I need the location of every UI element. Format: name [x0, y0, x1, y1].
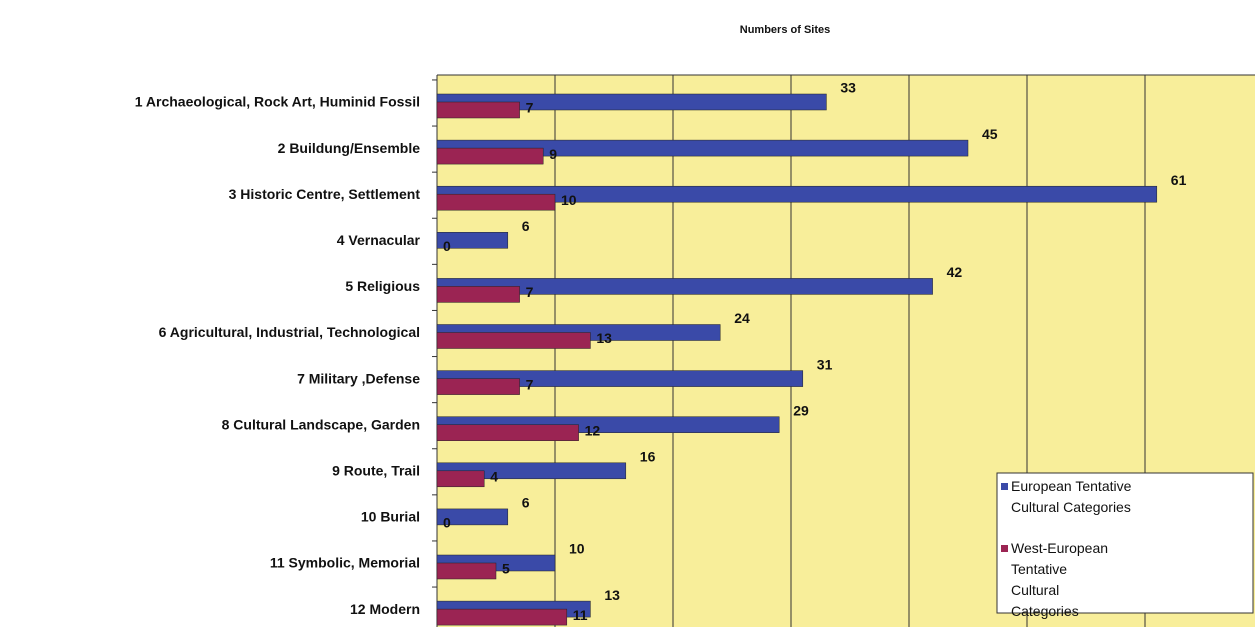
value-label: 42: [947, 264, 963, 280]
category-label: 5 Religious: [345, 278, 420, 294]
value-label: 4: [490, 469, 498, 485]
bar: [436, 193, 556, 211]
value-label: 13: [596, 330, 612, 346]
value-label: 6: [522, 218, 530, 234]
value-label: 0: [443, 515, 451, 531]
legend-swatch: [1001, 545, 1008, 552]
category-label: 10 Burial: [361, 509, 420, 525]
value-label: 7: [526, 376, 534, 392]
category-label: 1 Archaeological, Rock Art, Huminid Foss…: [135, 94, 420, 110]
category-label: 6 Agricultural, Industrial, Technologica…: [159, 324, 420, 340]
bar: [436, 608, 568, 626]
value-label: 11: [573, 607, 588, 623]
value-label: 45: [982, 126, 998, 142]
category-label: 8 Cultural Landscape, Garden: [222, 416, 420, 432]
value-label: 29: [793, 402, 809, 418]
category-label: 9 Route, Trail: [332, 463, 420, 479]
value-label: 10: [569, 541, 585, 557]
chart-title: Numbers of Sites: [740, 24, 830, 36]
bar: [436, 508, 509, 526]
category-label: 3 Historic Centre, Settlement: [229, 186, 421, 202]
value-label: 7: [526, 284, 534, 300]
bar: [436, 562, 497, 580]
bar: [436, 286, 520, 303]
category-label: 2 Buildung/Ensemble: [278, 140, 421, 156]
legend-box: [996, 472, 1254, 614]
value-label: 16: [640, 449, 656, 465]
value-label: 0: [443, 238, 451, 254]
value-label: 24: [734, 310, 750, 326]
bar: [436, 332, 591, 349]
value-label: 10: [561, 192, 577, 208]
category-label: 12 Modern: [350, 601, 420, 617]
category-label: 4 Vernacular: [337, 232, 421, 248]
bar: [436, 147, 544, 165]
bar: [436, 101, 520, 119]
value-label: 31: [817, 356, 833, 372]
value-label: 61: [1171, 172, 1187, 188]
bar: [436, 470, 485, 488]
value-label: 9: [549, 146, 557, 162]
legend-label: West-European Tentative Cultural Categories: [1011, 540, 1108, 619]
value-label: 7: [526, 100, 534, 116]
category-label: 11 Symbolic, Memorial: [270, 555, 420, 571]
bar: [436, 424, 579, 441]
category-label: 7 Military ,Defense: [297, 370, 420, 386]
value-label: 13: [604, 587, 620, 603]
value-label: 5: [502, 561, 510, 577]
value-label: 33: [840, 80, 856, 96]
legend-swatch: [1001, 483, 1008, 490]
bar: [436, 232, 509, 249]
legend-label: European Tentative Cultural Categories: [1011, 478, 1132, 515]
bar: [436, 378, 520, 395]
value-label: 12: [585, 422, 601, 438]
value-label: 6: [522, 495, 530, 511]
